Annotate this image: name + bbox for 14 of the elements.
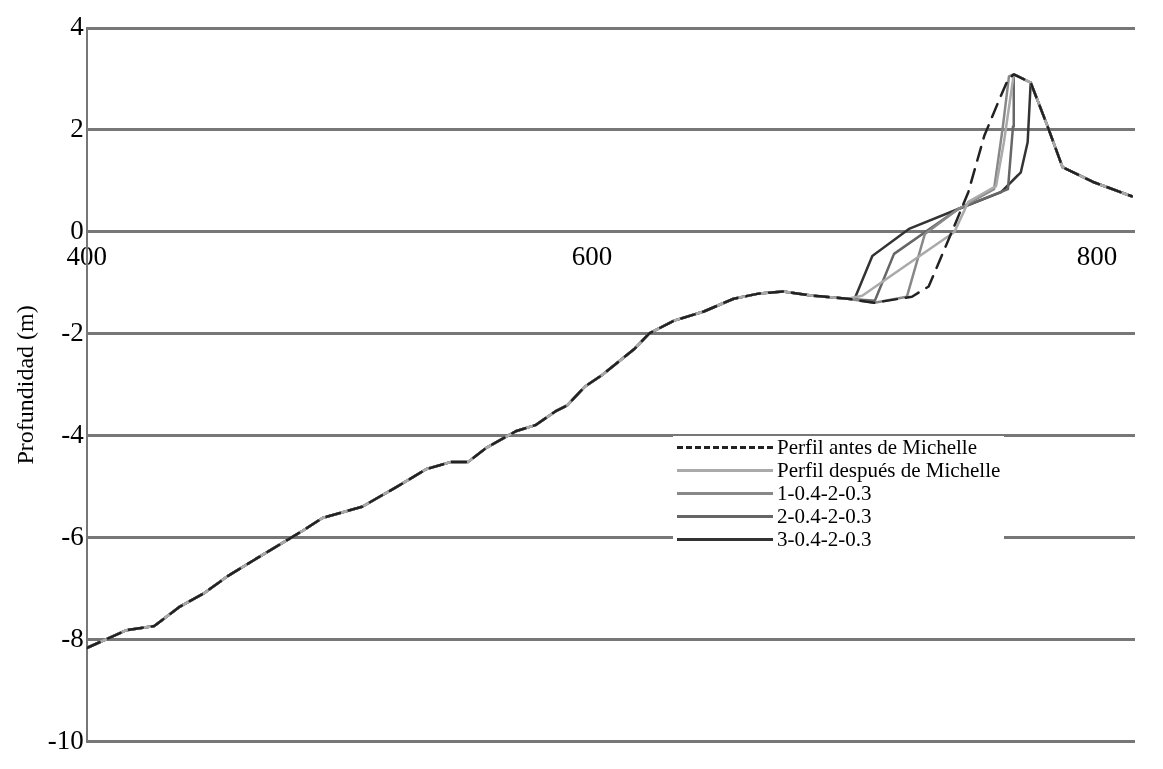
legend-label: Perfil después de Michelle (777, 457, 1001, 482)
y-tick-label: -2 (61, 317, 84, 348)
y-tick-label: -6 (61, 520, 84, 551)
y-tick-label: 4 (70, 11, 85, 42)
legend-label: 3-0.4-2-0.3 (777, 526, 872, 551)
y-tick-label: -4 (61, 418, 85, 449)
legend-label: Perfil antes de Michelle (777, 434, 978, 459)
x-tick-label: 600 (571, 241, 613, 272)
legend-label: 2-0.4-2-0.3 (777, 503, 872, 528)
y-tick-label: 2 (70, 113, 84, 144)
y-axis-title: Profundidad (m) (11, 305, 38, 465)
y-tick-label: -8 (61, 622, 84, 653)
x-tick-label: 800 (1076, 241, 1118, 272)
y-tick-label: -10 (47, 724, 84, 755)
